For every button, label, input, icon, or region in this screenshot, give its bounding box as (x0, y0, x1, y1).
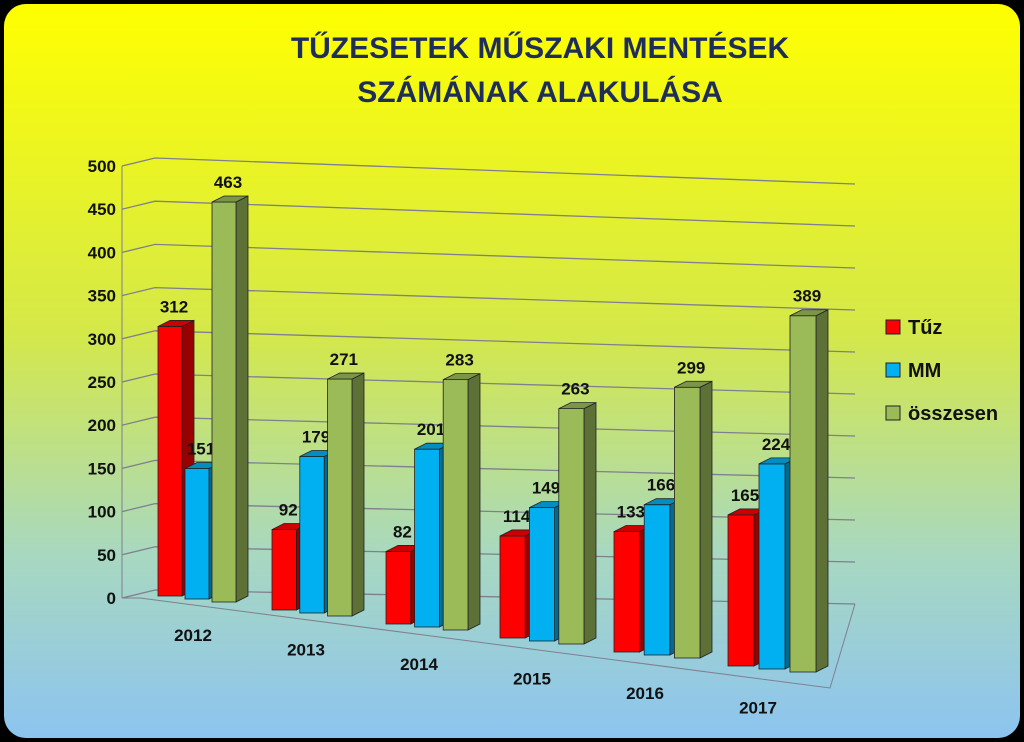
grid-line (121, 330, 856, 353)
y-tick-label: 50 (97, 546, 116, 565)
legend-label: MM (908, 360, 941, 382)
bar (327, 378, 353, 617)
bar (184, 468, 210, 600)
y-tick-label: 350 (88, 287, 116, 306)
bar (299, 456, 325, 614)
data-label: 201 (417, 420, 445, 439)
bar (613, 531, 641, 653)
bar (727, 514, 755, 667)
x-tick-label: 2016 (626, 684, 664, 703)
grid-line (121, 459, 856, 479)
bar (385, 551, 412, 625)
bar (558, 408, 585, 645)
data-label: 389 (793, 287, 821, 306)
x-tick-label: 2012 (174, 626, 212, 645)
data-label: 92 (279, 501, 298, 520)
legend-swatch (885, 405, 901, 421)
bar (414, 448, 440, 628)
data-label: 133 (617, 503, 645, 522)
bar (157, 326, 183, 597)
bar (442, 379, 469, 631)
bar-top (558, 402, 597, 409)
bar (789, 315, 817, 673)
bar-top (674, 380, 713, 388)
legend-label: Tűz (908, 317, 942, 339)
legend-label: összesen (908, 403, 998, 425)
bar-side (467, 372, 481, 631)
bar-top (443, 373, 481, 381)
grid-line (121, 416, 856, 437)
data-label: 114 (503, 507, 531, 526)
bar (674, 386, 701, 659)
y-tick-label: 400 (88, 243, 116, 262)
bar-side (583, 401, 597, 645)
data-label: 149 (532, 479, 560, 498)
bar (643, 504, 671, 656)
chart-title: SZÁMÁNAK ALAKULÁSA (357, 75, 723, 109)
bar-side (815, 309, 829, 673)
y-tick-label: 450 (88, 200, 116, 219)
x-tick-label: 2017 (739, 699, 777, 718)
legend-swatch (885, 362, 901, 378)
bar-top (327, 372, 365, 380)
plot: 0 50 100 150 200 250 300 350 400 450 500 312 151 463 2… (88, 157, 856, 718)
bar-top (789, 309, 829, 317)
grid-line (121, 200, 856, 227)
grid-line (121, 286, 856, 311)
data-label: 224 (762, 435, 791, 454)
bar (271, 529, 297, 611)
data-label: 271 (330, 350, 358, 369)
floor (122, 597, 856, 689)
data-label: 179 (302, 427, 330, 446)
y-tick-label: 500 (88, 157, 116, 176)
grid-line (121, 373, 856, 395)
grid-line (121, 502, 856, 521)
data-label: 299 (677, 358, 705, 377)
chart-title: TŰZESETEK MŰSZAKI MENTÉSEK (291, 31, 790, 65)
bar (529, 507, 556, 642)
x-tick-label: 2013 (287, 641, 325, 660)
legend: Tűz MM összesen (885, 317, 998, 425)
y-tick-label: 0 (107, 589, 116, 608)
y-tick-label: 150 (88, 459, 116, 478)
y-tick-label: 200 (88, 416, 116, 435)
bar-side (351, 372, 365, 617)
x-tick-label: 2015 (513, 670, 551, 689)
y-tick-label: 100 (88, 503, 116, 522)
bar-side (699, 380, 713, 659)
data-label: 283 (445, 351, 473, 370)
data-label: 165 (731, 486, 759, 505)
x-tick-label: 2014 (400, 655, 438, 674)
bar-top (157, 320, 195, 327)
data-label: 263 (561, 380, 589, 399)
data-label: 166 (647, 476, 675, 495)
data-label: 151 (187, 440, 215, 459)
title: TŰZESETEK MŰSZAKI MENTÉSEK SZÁMÁNAK ALAKU… (291, 31, 790, 109)
bar (499, 535, 526, 639)
data-label: 82 (393, 522, 412, 541)
bar (758, 463, 786, 670)
bar (211, 201, 237, 603)
bar-side (235, 195, 249, 603)
y-tick-label: 250 (88, 373, 116, 392)
legend-swatch (885, 319, 901, 335)
bar-top (211, 195, 249, 203)
grid-line (121, 157, 856, 185)
grid-line (121, 243, 856, 269)
data-label: 312 (160, 297, 188, 316)
data-label: 463 (214, 173, 242, 192)
y-tick-label: 300 (88, 330, 116, 349)
